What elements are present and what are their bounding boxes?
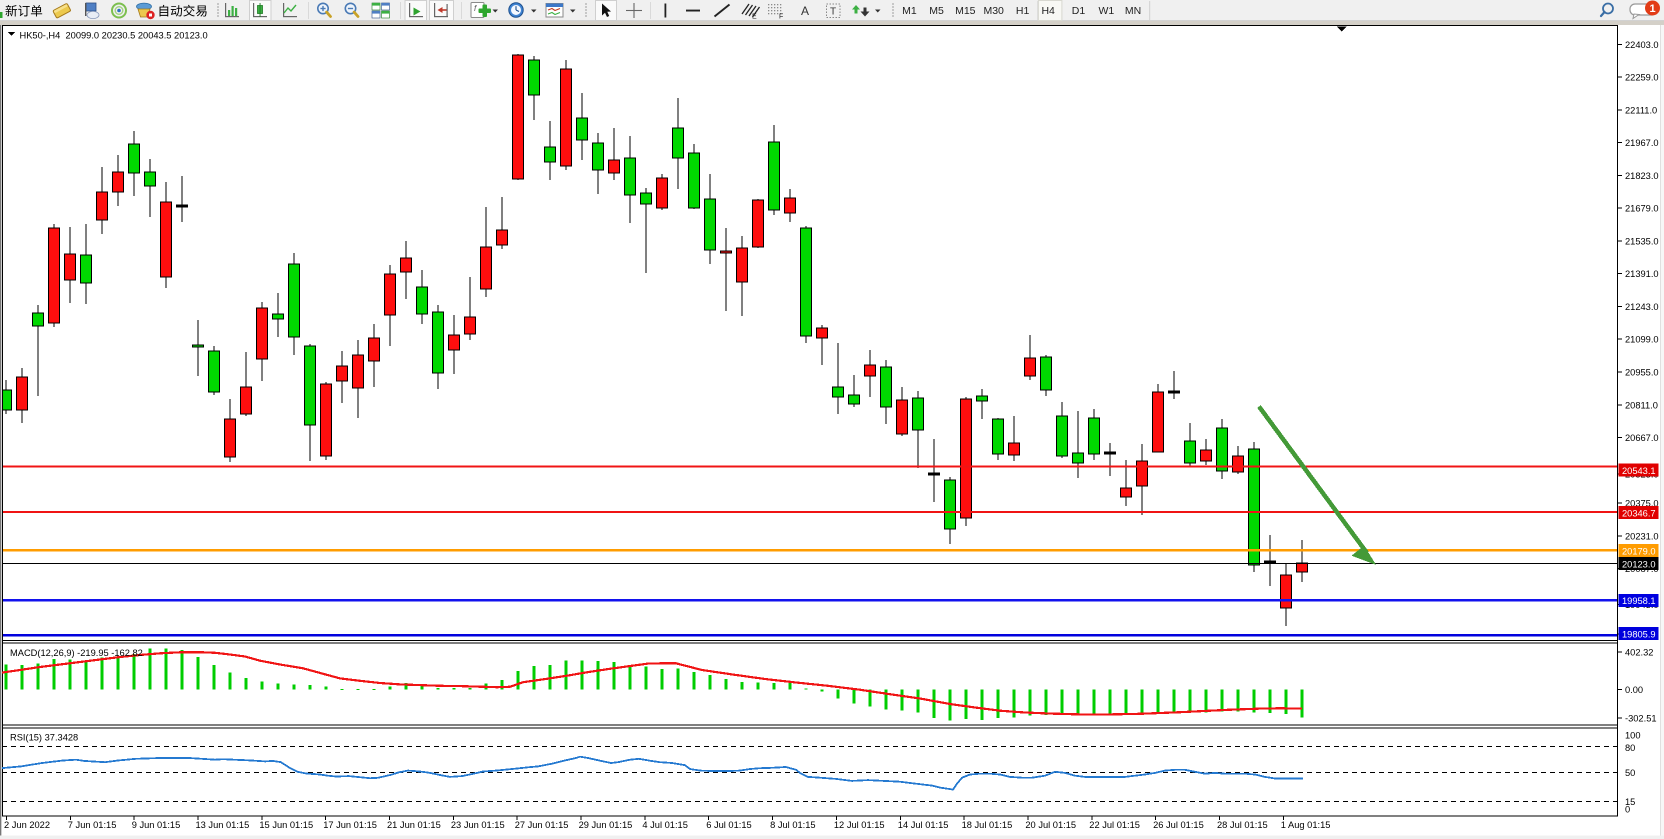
svg-text:20346.7: 20346.7: [1622, 508, 1656, 518]
svg-text:21823.0: 21823.0: [1625, 171, 1659, 181]
svg-text:D1: D1: [1072, 5, 1086, 17]
svg-text:29 Jun 01:15: 29 Jun 01:15: [579, 820, 633, 830]
svg-text:22 Jul 01:15: 22 Jul 01:15: [1089, 820, 1140, 830]
svg-text:19958.1: 19958.1: [1622, 596, 1656, 606]
svg-text:21391.0: 21391.0: [1625, 269, 1659, 279]
svg-text:21535.0: 21535.0: [1625, 236, 1659, 246]
svg-text:4 Jul 01:15: 4 Jul 01:15: [642, 820, 688, 830]
svg-text:23 Jun 01:15: 23 Jun 01:15: [451, 820, 505, 830]
svg-text:21243.0: 21243.0: [1625, 302, 1659, 312]
svg-text:18 Jul 01:15: 18 Jul 01:15: [962, 820, 1013, 830]
svg-text:0.00: 0.00: [1625, 685, 1643, 695]
svg-text:M30: M30: [983, 5, 1004, 17]
svg-text:W1: W1: [1099, 5, 1115, 17]
svg-text:RSI(15) 37.3428: RSI(15) 37.3428: [10, 733, 78, 743]
svg-text:20543.1: 20543.1: [1622, 466, 1656, 476]
svg-text:20 Jul 01:15: 20 Jul 01:15: [1025, 820, 1076, 830]
svg-text:20375.0: 20375.0: [1625, 499, 1659, 509]
svg-text:8 Jul 01:15: 8 Jul 01:15: [770, 820, 816, 830]
svg-text:M1: M1: [902, 5, 917, 17]
svg-text:M15: M15: [955, 5, 976, 17]
svg-text:27 Jun 01:15: 27 Jun 01:15: [515, 820, 569, 830]
svg-text:6 Jul 01:15: 6 Jul 01:15: [706, 820, 752, 830]
svg-text:21 Jun 01:15: 21 Jun 01:15: [387, 820, 441, 830]
svg-text:22403.0: 22403.0: [1625, 40, 1659, 50]
svg-text:19805.9: 19805.9: [1622, 630, 1656, 640]
svg-text:402.32: 402.32: [1625, 648, 1653, 658]
svg-text:15: 15: [1625, 797, 1635, 807]
svg-text:50: 50: [1625, 768, 1635, 778]
svg-text:13 Jun 01:15: 13 Jun 01:15: [196, 820, 250, 830]
svg-text:21099.0: 21099.0: [1625, 335, 1659, 345]
svg-text:H4: H4: [1041, 5, 1055, 17]
svg-text:100: 100: [1625, 731, 1641, 741]
svg-text:-302.51: -302.51: [1625, 714, 1657, 724]
svg-text:7 Jun 01:15: 7 Jun 01:15: [68, 820, 117, 830]
svg-text:H1: H1: [1016, 5, 1030, 17]
svg-text:20811.0: 20811.0: [1625, 400, 1658, 410]
svg-text:21679.0: 21679.0: [1625, 204, 1659, 214]
svg-text:A: A: [801, 4, 809, 18]
svg-text:2 Jun 2022: 2 Jun 2022: [4, 820, 50, 830]
svg-text:20231.0: 20231.0: [1625, 531, 1659, 541]
svg-text:15 Jun 01:15: 15 Jun 01:15: [259, 820, 313, 830]
svg-text:20179.0: 20179.0: [1622, 546, 1656, 556]
svg-text:21967.0: 21967.0: [1625, 138, 1659, 148]
svg-text:MN: MN: [1125, 5, 1141, 17]
svg-text:9 Jun 01:15: 9 Jun 01:15: [132, 820, 181, 830]
svg-text:22259.0: 22259.0: [1625, 73, 1659, 83]
svg-text:M5: M5: [929, 5, 944, 17]
svg-text:MACD(12,26,9) -219.95 -162.82: MACD(12,26,9) -219.95 -162.82: [10, 648, 143, 658]
svg-text:1 Aug 01:15: 1 Aug 01:15: [1281, 820, 1331, 830]
svg-text:0: 0: [1625, 805, 1630, 815]
svg-text:26 Jul 01:15: 26 Jul 01:15: [1153, 820, 1204, 830]
svg-text:T: T: [830, 7, 836, 18]
svg-text:HK50-,H4 20099.0 20230.5 2004: HK50-,H4 20099.0 20230.5 20043.5 20123.0: [20, 31, 208, 41]
svg-text:F: F: [779, 14, 783, 21]
svg-text:1: 1: [1649, 3, 1655, 15]
svg-text:20955.0: 20955.0: [1625, 368, 1659, 378]
svg-text:20667.0: 20667.0: [1625, 433, 1659, 443]
svg-text:12 Jul 01:15: 12 Jul 01:15: [834, 820, 885, 830]
svg-text:22111.0: 22111.0: [1625, 105, 1657, 115]
svg-text:20123.0: 20123.0: [1622, 559, 1656, 569]
svg-text:f: f: [474, 4, 477, 13]
svg-text:28 Jul 01:15: 28 Jul 01:15: [1217, 820, 1268, 830]
svg-text:14 Jul 01:15: 14 Jul 01:15: [898, 820, 949, 830]
svg-text:17 Jun 01:15: 17 Jun 01:15: [323, 820, 377, 830]
svg-text:80: 80: [1625, 743, 1635, 753]
svg-text:E: E: [752, 14, 757, 21]
